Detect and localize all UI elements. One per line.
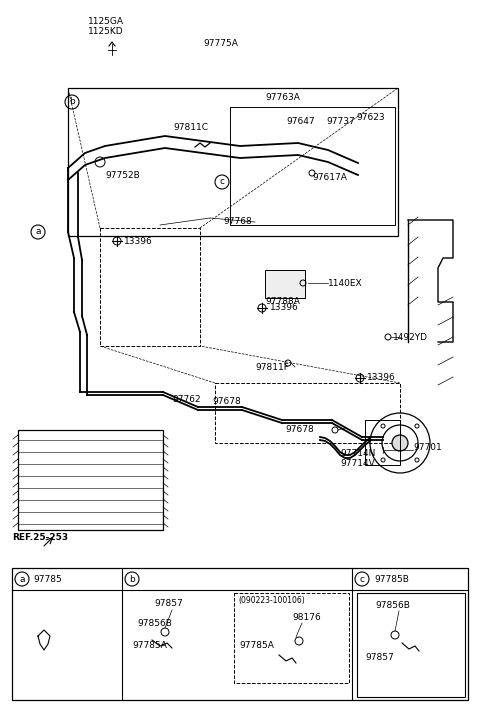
Text: c: c: [219, 178, 225, 187]
Text: 97857: 97857: [365, 653, 394, 662]
Bar: [68, 88, 398, 236]
Text: 97785A: 97785A: [132, 642, 167, 650]
Text: 1125KD: 1125KD: [88, 28, 124, 36]
Text: 97617A: 97617A: [312, 173, 347, 182]
Text: a: a: [19, 574, 25, 584]
Text: 13396: 13396: [124, 236, 153, 246]
Text: 97762: 97762: [172, 395, 201, 405]
Text: 97785A: 97785A: [239, 640, 274, 650]
Text: c: c: [360, 574, 364, 584]
Text: 97785: 97785: [33, 574, 62, 584]
Text: 97714N: 97714N: [340, 449, 375, 457]
Bar: [230, 107, 395, 225]
Text: 97714V: 97714V: [340, 459, 375, 469]
Text: 97856B: 97856B: [375, 601, 410, 611]
Bar: [12, 568, 468, 700]
Text: 13396: 13396: [367, 373, 396, 383]
Bar: [100, 228, 200, 346]
Text: 97623: 97623: [356, 112, 384, 121]
Text: 97678: 97678: [212, 398, 241, 407]
Text: 98176: 98176: [292, 613, 321, 623]
Text: 97856B: 97856B: [137, 618, 172, 628]
Text: 1140EX: 1140EX: [328, 278, 362, 288]
Text: 97811C: 97811C: [173, 124, 208, 133]
Text: b: b: [129, 574, 135, 584]
Bar: [234, 593, 349, 683]
Text: 97857: 97857: [154, 599, 183, 608]
Bar: [215, 383, 400, 443]
Text: 13396: 13396: [270, 303, 299, 312]
Text: 97737: 97737: [326, 117, 355, 126]
Bar: [365, 420, 400, 465]
Text: 97763A: 97763A: [265, 94, 300, 102]
Text: 97678: 97678: [285, 425, 314, 435]
Bar: [357, 593, 465, 697]
Text: 97788A: 97788A: [265, 297, 300, 307]
Text: a: a: [35, 227, 41, 236]
Text: REF.25-253: REF.25-253: [12, 533, 68, 542]
Text: 1125GA: 1125GA: [88, 18, 124, 26]
Bar: [18, 430, 163, 530]
Text: 97647: 97647: [286, 117, 314, 126]
Text: 97811F: 97811F: [255, 363, 289, 371]
Text: b: b: [69, 97, 75, 106]
Text: 1492YD: 1492YD: [393, 332, 428, 342]
Text: (090223-100106): (090223-100106): [238, 596, 305, 606]
Text: 97752B: 97752B: [105, 170, 140, 180]
Text: 97775A: 97775A: [203, 40, 238, 48]
Text: 97701: 97701: [413, 442, 442, 452]
Circle shape: [392, 435, 408, 451]
Text: 97785B: 97785B: [374, 574, 409, 584]
Bar: [265, 270, 305, 298]
Text: 97768: 97768: [223, 217, 252, 226]
